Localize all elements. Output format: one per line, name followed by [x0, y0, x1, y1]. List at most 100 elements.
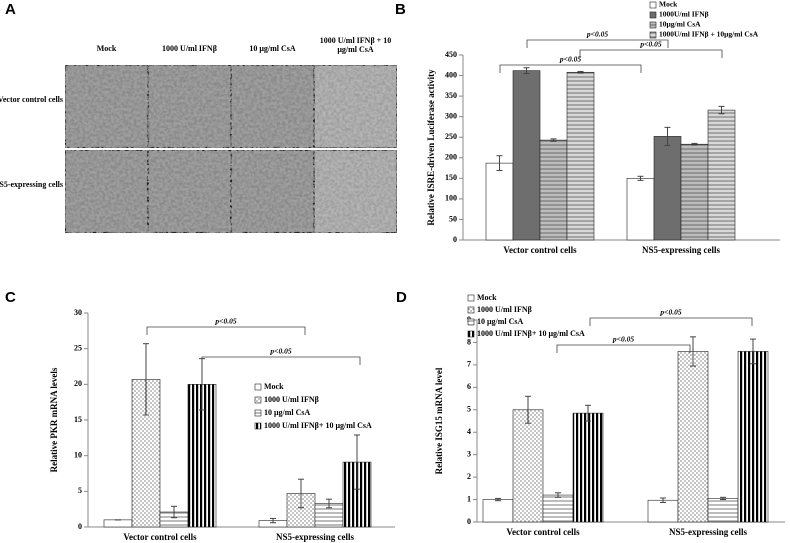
- micrograph: [230, 64, 315, 149]
- micrograph: [64, 64, 149, 149]
- legend-swatch: [649, 21, 657, 29]
- significance-bracket: [526, 39, 669, 48]
- y-axis-title: Relative PKR mRNA levels: [49, 367, 59, 472]
- panel-label: C: [5, 289, 16, 306]
- legend-swatch: [649, 31, 657, 39]
- legend-swatch: [467, 294, 475, 302]
- bar: [482, 499, 514, 523]
- error-bar: [660, 497, 666, 503]
- significance-bracket: [499, 64, 642, 73]
- error-bar: [691, 142, 698, 146]
- y-tick-label: 6: [467, 382, 471, 391]
- error-bar: [585, 404, 591, 422]
- annotation: p<0.05: [214, 317, 236, 326]
- error-bar: [143, 343, 149, 416]
- error-bar: [637, 175, 644, 181]
- bar: [512, 70, 541, 241]
- y-tick-label: 20: [74, 379, 82, 388]
- y-tick-label: 4: [467, 427, 471, 436]
- error-bar: [298, 478, 304, 509]
- legend-swatch: [254, 409, 262, 417]
- error-bar: [523, 67, 530, 74]
- legend-swatch: [467, 318, 475, 326]
- legend-swatch: [254, 396, 262, 404]
- error-bar: [270, 517, 276, 524]
- legend-label: 1000 U/ml IFNβ: [264, 395, 319, 404]
- y-tick-label: 8: [467, 337, 471, 346]
- y-tick-label: 450: [445, 50, 457, 59]
- bar: [707, 498, 739, 523]
- y-tick-label: 0: [453, 235, 457, 244]
- micrograph: [147, 64, 232, 149]
- significance-bracket: [556, 344, 691, 353]
- row-label: Vector control cells: [0, 95, 63, 104]
- panel-label: A: [5, 1, 16, 18]
- bar: [680, 143, 709, 241]
- x-tick-label: Vector control cells: [123, 532, 197, 542]
- error-bar: [555, 492, 561, 498]
- error-bar: [171, 505, 177, 519]
- error-bar: [354, 434, 360, 490]
- legend-label: 10μg/ml CsA: [659, 20, 701, 29]
- legend-swatch: [467, 306, 475, 314]
- y-tick-label: 350: [445, 91, 457, 100]
- micrograph: [64, 149, 149, 234]
- bar: [103, 519, 133, 528]
- bar: [737, 351, 769, 523]
- legend-swatch: [467, 330, 475, 338]
- legend-label: 1000U/ml IFNβ + 10μg/ml CsA: [659, 30, 759, 39]
- y-tick-label: 0: [78, 522, 82, 531]
- y-tick-label: 250: [445, 132, 457, 141]
- legend-swatch: [254, 422, 262, 430]
- y-tick-label: 3: [467, 449, 471, 458]
- micrograph: [230, 149, 315, 234]
- bar: [539, 139, 568, 241]
- y-tick-label: 5: [78, 486, 82, 495]
- bar: [542, 494, 574, 523]
- y-tick-label: 400: [445, 70, 457, 79]
- y-tick-label: 200: [445, 153, 457, 162]
- column-label: Mock: [96, 44, 117, 53]
- x-tick-label: NS5-expressing cells: [276, 532, 355, 542]
- y-tick-label: 2: [467, 472, 471, 481]
- error-bar: [525, 395, 531, 424]
- bar: [626, 178, 655, 241]
- legend-label: 1000 U/ml IFNβ+ 10 μg/ml CsA: [264, 421, 372, 430]
- y-tick-label: 7: [467, 360, 471, 369]
- column-label: 10 μg/ml CsA: [249, 44, 296, 53]
- legend-label: Mock: [477, 293, 497, 302]
- legend-label: Mock: [264, 382, 284, 391]
- significance-bracket: [589, 317, 753, 326]
- x-tick-label: NS5-expressing cells: [669, 527, 748, 537]
- legend-label: 10 μg/ml CsA: [264, 408, 311, 417]
- error-bar: [720, 496, 726, 501]
- x-tick-label: Vector control cells: [503, 245, 577, 255]
- x-tick-label: Vector control cells: [506, 527, 580, 537]
- bar: [512, 409, 544, 523]
- bar: [485, 162, 514, 241]
- column-label: 1000 U/ml IFNβ: [162, 44, 217, 53]
- micrograph: [313, 64, 398, 149]
- significance-bracket: [146, 326, 306, 335]
- panel-label: D: [396, 289, 407, 306]
- significance-bracket: [201, 356, 361, 365]
- y-axis-title: Relative ISG15 mRNA level: [434, 367, 444, 474]
- error-bar: [550, 138, 557, 142]
- annotation: p<0.05: [586, 30, 608, 39]
- error-bar: [664, 126, 671, 146]
- bar: [677, 351, 709, 523]
- y-tick-label: 50: [449, 214, 457, 223]
- legend-label: 1000 U/ml IFNβ: [477, 305, 532, 314]
- annotation: p<0.05: [559, 55, 581, 64]
- y-axis-title: Relative ISRE-driven Luciferase activity: [426, 69, 436, 226]
- y-tick-label: 150: [445, 173, 457, 182]
- legend-swatch: [649, 1, 657, 9]
- legend-swatch: [649, 11, 657, 19]
- legend-label: 1000 U/ml IFNβ+ 10 μg/ml CsA: [477, 329, 585, 338]
- legend-swatch: [254, 383, 262, 391]
- y-tick-label: 300: [445, 111, 457, 120]
- legend-label: 10 μg/ml CsA: [477, 317, 524, 326]
- error-bar: [326, 498, 332, 509]
- legend-label: Mock: [659, 0, 678, 9]
